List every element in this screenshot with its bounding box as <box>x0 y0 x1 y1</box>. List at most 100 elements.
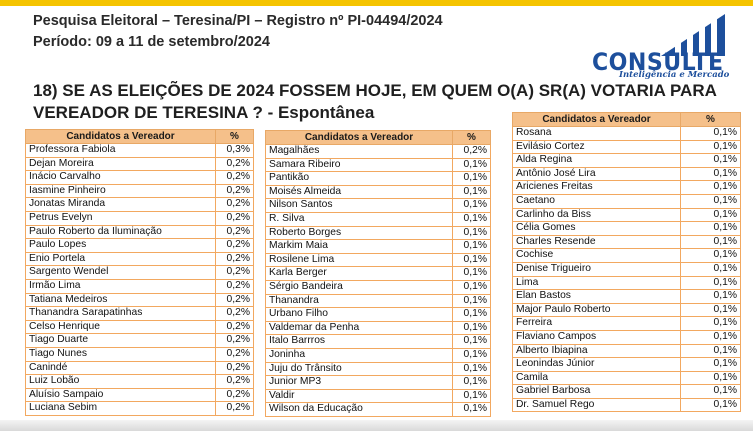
column-header-pct: % <box>452 130 491 145</box>
table-row: Luiz Lobão 0,2% <box>25 374 254 389</box>
candidate-name: Dejan Moreira <box>25 157 216 172</box>
candidate-name: Nilson Santos <box>265 198 453 213</box>
candidate-name: Thanandra Sarapatinhas <box>25 306 216 321</box>
table-row: Flaviano Campos 0,1% <box>512 330 741 345</box>
candidate-name: Karla Berger <box>265 266 453 281</box>
table-row: Irmão Lima 0,2% <box>25 279 254 294</box>
candidate-percent: 0,1% <box>680 235 741 250</box>
candidate-name: Flaviano Campos <box>512 330 681 345</box>
table-row: Moisés Almeida 0,1% <box>265 185 491 200</box>
table-row: Dejan Moreira 0,2% <box>25 157 254 172</box>
candidate-percent: 0,1% <box>452 253 491 268</box>
candidate-percent: 0,2% <box>215 333 254 348</box>
table-row: Aricienes Freitas 0,1% <box>512 180 741 195</box>
table-row: Alberto Ibiapina 0,1% <box>512 344 741 359</box>
candidate-name: Markim Maia <box>265 239 453 254</box>
table-row: Samara Ribeiro 0,1% <box>265 158 491 173</box>
candidate-name: Tiago Nunes <box>25 347 216 362</box>
logo-tagline: Inteligência e Mercado <box>619 70 730 80</box>
table-header-row: Candidatos a Vereador % <box>265 130 491 145</box>
table-row: Major Paulo Roberto 0,1% <box>512 303 741 318</box>
candidate-percent: 0,1% <box>452 280 491 295</box>
table-row: Paulo Roberto da Iluminação 0,2% <box>25 225 254 240</box>
candidate-percent: 0,2% <box>452 144 491 159</box>
candidate-percent: 0,1% <box>680 194 741 209</box>
candidate-percent: 0,2% <box>215 211 254 226</box>
candidate-name: Célia Gomes <box>512 221 681 236</box>
candidate-name: Elan Bastos <box>512 289 681 304</box>
table-row: Roberto Borges 0,1% <box>265 226 491 241</box>
candidate-percent: 0,1% <box>452 185 491 200</box>
candidate-percent: 0,2% <box>215 157 254 172</box>
candidate-percent: 0,1% <box>452 307 491 322</box>
candidate-percent: 0,1% <box>452 171 491 186</box>
candidate-name: Inácio Carvalho <box>25 170 216 185</box>
candidate-name: Urbano Filho <box>265 307 453 322</box>
candidate-name: Paulo Roberto da Iluminação <box>25 225 216 240</box>
candidate-name: Dr. Samuel Rego <box>512 398 681 413</box>
candidate-name: Antônio José Lira <box>512 167 681 182</box>
survey-title: Pesquisa Eleitoral – Teresina/PI – Regis… <box>33 13 443 29</box>
candidate-percent: 0,1% <box>680 316 741 331</box>
table-row: Rosilene Lima 0,1% <box>265 253 491 268</box>
candidate-percent: 0,1% <box>680 384 741 399</box>
candidate-name: Aricienes Freitas <box>512 180 681 195</box>
candidate-name: Evilásio Cortez <box>512 140 681 155</box>
candidate-percent: 0,1% <box>680 208 741 223</box>
candidate-percent: 0,1% <box>452 389 491 404</box>
table-row: Joninha 0,1% <box>265 348 491 363</box>
candidate-percent: 0,1% <box>680 153 741 168</box>
candidate-name: Professora Fabiola <box>25 143 216 158</box>
candidates-table-1: Candidatos a Vereador % Professora Fabio… <box>25 129 254 416</box>
table-row: Luciana Sebim 0,2% <box>25 401 254 416</box>
candidate-name: Aluísio Sampaio <box>25 388 216 403</box>
table-row: Magalhães 0,2% <box>265 144 491 159</box>
candidate-name: Iasmine Pinheiro <box>25 184 216 199</box>
table-row: Ferreira 0,1% <box>512 316 741 331</box>
table-row: Charles Resende 0,1% <box>512 235 741 250</box>
table-row: Tatiana Medeiros 0,2% <box>25 293 254 308</box>
candidate-name: Cochise <box>512 248 681 263</box>
table-row: Inácio Carvalho 0,2% <box>25 170 254 185</box>
table-row: Professora Fabiola 0,3% <box>25 143 254 158</box>
table-row: Celso Henrique 0,2% <box>25 320 254 335</box>
table-row: Camila 0,1% <box>512 371 741 386</box>
candidate-name: Rosilene Lima <box>265 253 453 268</box>
column-header-pct: % <box>215 129 254 144</box>
table-row: R. Silva 0,1% <box>265 212 491 227</box>
table-row: Wilson da Educação 0,1% <box>265 402 491 417</box>
candidate-percent: 0,2% <box>215 184 254 199</box>
table-row: Lima 0,1% <box>512 276 741 291</box>
candidate-name: Canindé <box>25 361 216 376</box>
candidate-name: Joninha <box>265 348 453 363</box>
candidate-percent: 0,1% <box>680 262 741 277</box>
question-text: 18) SE AS ELEIÇÕES DE 2024 FOSSEM HOJE, … <box>33 81 717 122</box>
table-row: Petrus Evelyn 0,2% <box>25 211 254 226</box>
table-row: Enio Portela 0,2% <box>25 252 254 267</box>
table-row: Evilásio Cortez 0,1% <box>512 140 741 155</box>
candidate-percent: 0,1% <box>680 248 741 263</box>
table-row: Tiago Nunes 0,2% <box>25 347 254 362</box>
table-row: Valdemar da Penha 0,1% <box>265 321 491 336</box>
candidate-name: Denise Trigueiro <box>512 262 681 277</box>
candidate-name: Irmão Lima <box>25 279 216 294</box>
table-row: Pantikão 0,1% <box>265 171 491 186</box>
table-row: Canindé 0,2% <box>25 361 254 376</box>
table-row: Juju do Trânsito 0,1% <box>265 362 491 377</box>
candidate-percent: 0,1% <box>680 140 741 155</box>
table-row: Aluísio Sampaio 0,2% <box>25 388 254 403</box>
table-row: Elan Bastos 0,1% <box>512 289 741 304</box>
candidate-name: Petrus Evelyn <box>25 211 216 226</box>
candidate-name: Major Paulo Roberto <box>512 303 681 318</box>
top-accent-bar <box>0 0 753 6</box>
candidate-percent: 0,1% <box>680 221 741 236</box>
candidate-percent: 0,1% <box>680 180 741 195</box>
candidate-percent: 0,1% <box>452 348 491 363</box>
candidate-percent: 0,1% <box>680 398 741 413</box>
table-header-row: Candidatos a Vereador % <box>25 129 254 144</box>
candidate-percent: 0,2% <box>215 252 254 267</box>
table-row: Italo Barrros 0,1% <box>265 334 491 349</box>
candidate-name: Alda Regina <box>512 153 681 168</box>
candidate-name: Moisés Almeida <box>265 185 453 200</box>
candidate-name: Camila <box>512 371 681 386</box>
